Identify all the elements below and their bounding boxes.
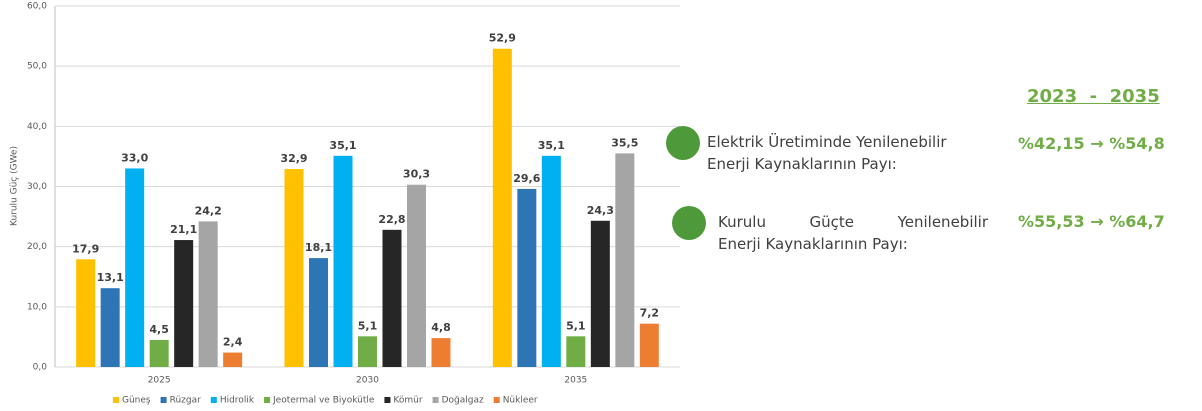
data-label: 5,1 bbox=[358, 319, 378, 332]
legend-swatch bbox=[264, 397, 271, 403]
y-tick-label: 60,0 bbox=[27, 2, 47, 12]
y-tick-label: 10,0 bbox=[27, 302, 47, 312]
legend-swatch bbox=[384, 397, 391, 403]
data-label: 24,3 bbox=[587, 204, 614, 217]
data-label: 52,9 bbox=[489, 32, 516, 45]
text-line: Elektrik Üretiminde Yenilenebilir bbox=[707, 133, 947, 151]
bar bbox=[492, 48, 512, 368]
y-tick-label: 40,0 bbox=[27, 122, 47, 132]
x-tick-label: 2030 bbox=[356, 376, 379, 386]
bar bbox=[100, 288, 120, 367]
bar bbox=[284, 169, 304, 367]
bar bbox=[76, 259, 96, 367]
y-tick-label: 50,0 bbox=[27, 62, 47, 72]
legend-swatch bbox=[493, 397, 500, 403]
y-tick-label: 0,0 bbox=[33, 363, 48, 373]
bar bbox=[198, 221, 218, 367]
text-line: Enerji Kaynaklarının Payı: bbox=[707, 155, 897, 173]
text-line: Kurulu Güçte Yenilenebilir bbox=[718, 213, 988, 231]
data-label: 5,1 bbox=[566, 319, 586, 332]
legend-label: Hidrolik bbox=[220, 396, 255, 406]
row-text: Kurulu Güçte Yenilenebilir Enerji Kaynak… bbox=[718, 211, 988, 255]
bar bbox=[358, 336, 377, 367]
y-tick-label: 20,0 bbox=[27, 242, 47, 252]
data-label: 29,6 bbox=[513, 172, 540, 185]
bar bbox=[639, 323, 659, 367]
y-axis-title: Kurulu Güç (GWe) bbox=[10, 146, 20, 226]
bar bbox=[125, 168, 145, 367]
bar bbox=[407, 184, 426, 367]
bar bbox=[223, 352, 243, 367]
change: %55,53 → %64,7 bbox=[1018, 212, 1165, 231]
icon bbox=[672, 206, 706, 240]
data-label: 17,9 bbox=[72, 242, 99, 255]
bar bbox=[590, 220, 610, 367]
bar bbox=[333, 155, 353, 367]
bar bbox=[149, 339, 169, 367]
legend-swatch bbox=[432, 397, 439, 403]
legend-label: Jeotermal ve Biyokütle bbox=[272, 396, 375, 406]
bar bbox=[541, 155, 561, 367]
bar bbox=[174, 240, 194, 367]
chart: Kurulu Güç (GWe) 0,0 10,0 20,0 30,0 40,0 50,0… bbox=[10, 2, 680, 406]
data-label: 22,8 bbox=[378, 213, 405, 226]
data-label: 24,2 bbox=[195, 204, 222, 217]
bar bbox=[615, 153, 635, 367]
legend-label: Güneş bbox=[122, 396, 151, 406]
bar bbox=[382, 229, 402, 367]
data-label: 35,5 bbox=[611, 136, 638, 149]
legend-label: Rüzgar bbox=[170, 396, 202, 406]
data-label: 2,4 bbox=[223, 336, 243, 349]
legend-label: Nükleer bbox=[503, 396, 538, 406]
legend-swatch bbox=[210, 397, 217, 403]
legend-swatch bbox=[113, 397, 119, 403]
data-label: 4,8 bbox=[431, 321, 451, 334]
icon bbox=[666, 126, 700, 160]
text-line: Enerji Kaynaklarının Payı: bbox=[718, 235, 908, 253]
data-label: 21,1 bbox=[170, 223, 197, 236]
data-label: 33,0 bbox=[121, 151, 148, 164]
data-label: 35,1 bbox=[329, 139, 356, 152]
bar bbox=[517, 188, 537, 367]
bar bbox=[431, 338, 451, 367]
x-tick-label: 2035 bbox=[564, 376, 587, 386]
data-label: 18,1 bbox=[305, 241, 332, 254]
data-label: 35,1 bbox=[538, 139, 565, 152]
y-tick-label: 30,0 bbox=[27, 182, 47, 192]
change: %42,15 → %54,8 bbox=[1018, 134, 1165, 153]
row-text: Elektrik Üretiminde Yenilenebilir Enerji… bbox=[707, 131, 982, 175]
data-label: 13,1 bbox=[97, 271, 124, 284]
bar bbox=[566, 336, 586, 367]
legend-swatch bbox=[160, 397, 167, 403]
data-label: 32,9 bbox=[280, 152, 307, 165]
legend-label: Kömür bbox=[393, 396, 422, 406]
legend-label: Doğalgaz bbox=[442, 396, 484, 406]
x-tick-label: 2025 bbox=[148, 376, 171, 386]
period: 2023 - 2035 bbox=[1027, 86, 1160, 107]
bar bbox=[309, 258, 328, 367]
data-label: 7,2 bbox=[640, 307, 660, 320]
data-label: 30,3 bbox=[403, 168, 430, 181]
data-label: 4,5 bbox=[149, 323, 169, 336]
